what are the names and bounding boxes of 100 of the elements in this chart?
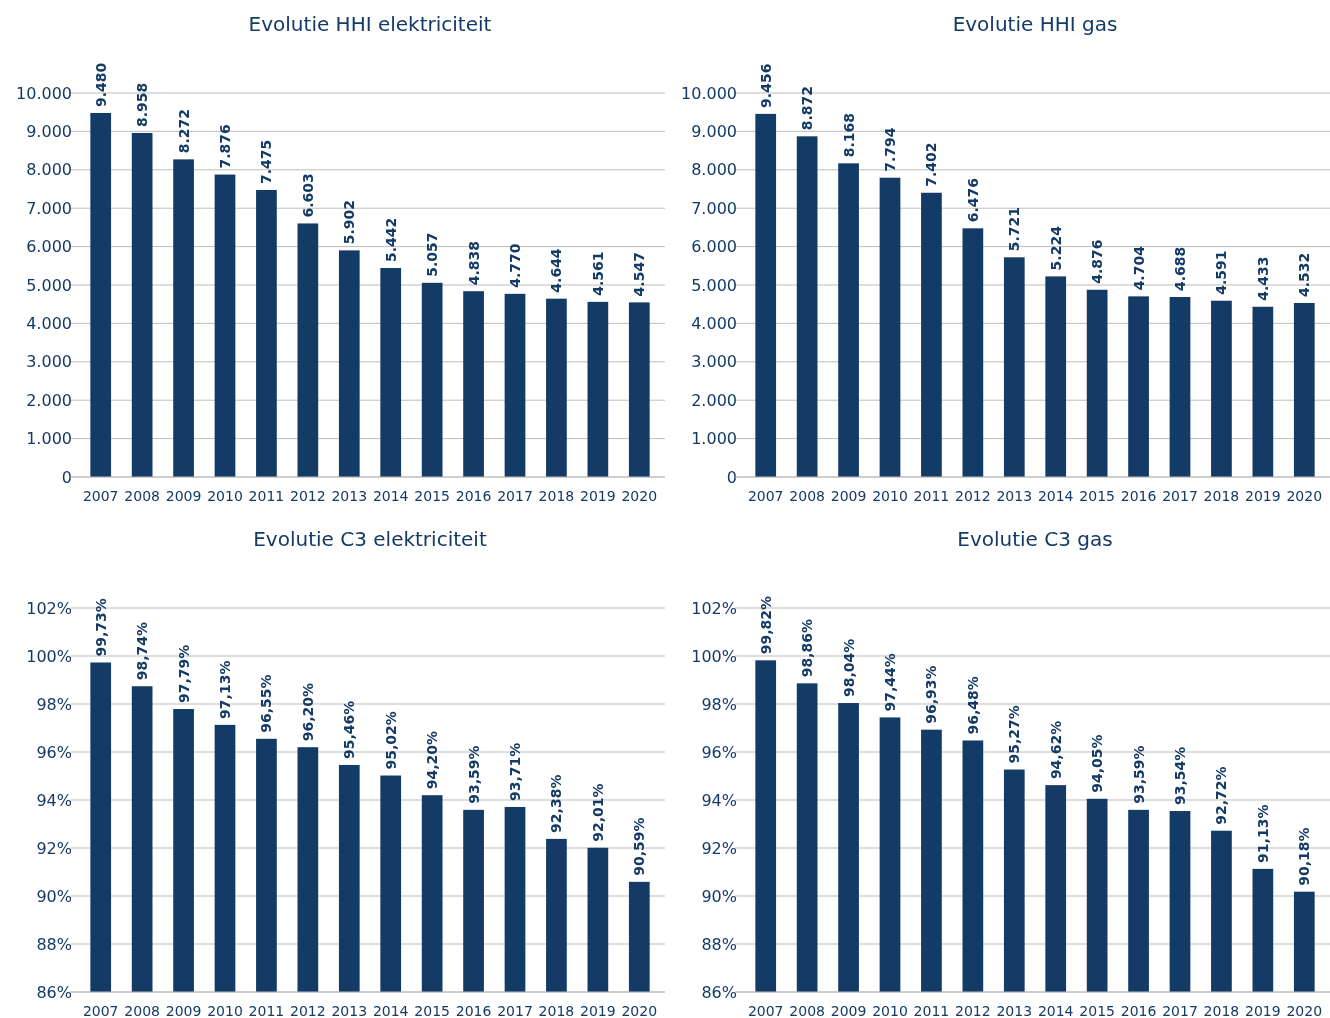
data-label: 4.876 — [1089, 239, 1106, 284]
y-tick-label: 3.000 — [691, 352, 737, 372]
y-tick-label: 88% — [701, 934, 737, 954]
data-label: 5.224 — [1047, 225, 1064, 271]
y-tick-label: 5.000 — [26, 275, 72, 295]
y-tick-label: 96% — [36, 742, 72, 762]
data-label: 4.433 — [1254, 256, 1271, 301]
x-tick-label: 2019 — [580, 488, 616, 504]
data-label: 90,18% — [1296, 827, 1313, 886]
x-tick-label: 2020 — [621, 488, 658, 504]
data-label: 94,05% — [1089, 734, 1106, 793]
x-tick-label: 2013 — [331, 1003, 368, 1018]
data-label: 97,44% — [882, 653, 898, 712]
data-label: 4.532 — [1296, 252, 1313, 297]
x-tick-label: 2018 — [1203, 1003, 1240, 1018]
data-label: 99,73% — [92, 598, 109, 657]
bar — [587, 301, 609, 477]
x-tick-label: 2013 — [996, 1003, 1033, 1018]
data-label: 5.721 — [1006, 207, 1023, 252]
y-tick-label: 5.000 — [691, 275, 737, 295]
x-tick-label: 2010 — [872, 1003, 908, 1018]
bar — [628, 302, 650, 477]
data-label: 4.591 — [1213, 250, 1230, 295]
x-tick-label: 2015 — [414, 488, 450, 504]
y-tick-label: 100% — [26, 646, 72, 666]
x-tick-label: 2008 — [789, 488, 825, 504]
x-tick-label: 2007 — [747, 488, 784, 504]
x-tick-label: 2016 — [455, 1003, 492, 1018]
data-label: 94,20% — [424, 730, 441, 790]
x-tick-label: 2015 — [1079, 1003, 1115, 1018]
data-label: 8.168 — [840, 113, 857, 158]
data-label: 7.402 — [923, 142, 940, 187]
data-label: 7.475 — [258, 139, 275, 184]
data-label: 93,54% — [1172, 746, 1188, 806]
x-tick-label: 2017 — [1162, 488, 1198, 504]
data-label: 9.456 — [757, 63, 774, 108]
x-tick-label: 2016 — [1120, 1003, 1157, 1018]
y-tick-label: 0 — [726, 467, 737, 487]
x-tick-label: 2015 — [414, 1003, 450, 1018]
bar — [1293, 302, 1315, 477]
y-tick-label: 90% — [701, 886, 737, 906]
x-tick-label: 2013 — [331, 488, 368, 504]
chart-title: Evolutie HHI gas — [952, 12, 1118, 36]
y-tick-label: 10.000 — [681, 83, 737, 103]
y-tick-label: 1.000 — [691, 429, 737, 449]
bar — [1003, 257, 1025, 477]
data-label: 91,13% — [1254, 804, 1271, 863]
y-tick-label: 0 — [61, 467, 72, 487]
data-label: 4.561 — [589, 251, 606, 296]
y-tick-label: 86% — [701, 982, 737, 1002]
x-tick-label: 2016 — [455, 488, 492, 504]
data-label: 6.476 — [964, 178, 981, 223]
data-label: 90,59% — [631, 817, 648, 876]
y-tick-label: 6.000 — [26, 237, 72, 257]
x-tick-label: 2010 — [207, 1003, 243, 1018]
x-tick-label: 2010 — [207, 488, 243, 504]
data-label: 4.838 — [465, 240, 482, 286]
y-tick-label: 88% — [36, 934, 72, 954]
bar — [1169, 296, 1191, 477]
bar — [131, 133, 153, 477]
data-label: 9.480 — [92, 62, 109, 107]
data-label: 6.603 — [299, 173, 316, 218]
x-tick-label: 2013 — [996, 488, 1033, 504]
x-tick-label: 2020 — [621, 1003, 658, 1018]
x-tick-label: 2012 — [955, 1003, 991, 1018]
x-tick-label: 2009 — [830, 488, 867, 504]
data-label: 95,27% — [1006, 705, 1023, 764]
data-label: 96,55% — [258, 674, 275, 733]
x-tick-label: 2012 — [290, 488, 326, 504]
data-label: 96,48% — [964, 676, 981, 735]
data-label: 95,02% — [382, 711, 399, 770]
bar — [879, 177, 901, 477]
bar — [1086, 289, 1108, 477]
x-tick-label: 2008 — [124, 1003, 160, 1018]
data-label: 8.272 — [175, 109, 192, 154]
x-tick-label: 2014 — [372, 488, 409, 504]
data-label: 98,04% — [840, 638, 857, 698]
x-tick-label: 2014 — [1037, 1003, 1074, 1018]
x-tick-label: 2011 — [248, 488, 285, 504]
y-tick-label: 2.000 — [26, 390, 72, 410]
bar — [1128, 296, 1149, 477]
x-tick-label: 2007 — [82, 488, 119, 504]
x-tick-label: 2008 — [124, 488, 160, 504]
data-label: 96,93% — [923, 665, 940, 724]
data-label: 4.644 — [548, 248, 565, 293]
y-tick-label: 8.000 — [26, 160, 72, 180]
x-tick-label: 2009 — [830, 1003, 867, 1018]
data-label: 95,46% — [341, 700, 358, 759]
data-label: 93,71% — [507, 742, 523, 801]
y-tick-label: 10.000 — [16, 83, 72, 103]
bar — [256, 189, 277, 477]
y-tick-label: 100% — [691, 646, 737, 666]
x-tick-label: 2011 — [913, 1003, 950, 1018]
bar — [838, 163, 859, 477]
data-label: 4.688 — [1172, 246, 1188, 291]
data-label: 7.876 — [217, 124, 233, 169]
data-label: 93,59% — [1130, 745, 1147, 804]
data-label: 92,01% — [589, 783, 606, 842]
x-tick-label: 2020 — [1286, 1003, 1323, 1018]
data-label: 99,82% — [757, 596, 774, 655]
